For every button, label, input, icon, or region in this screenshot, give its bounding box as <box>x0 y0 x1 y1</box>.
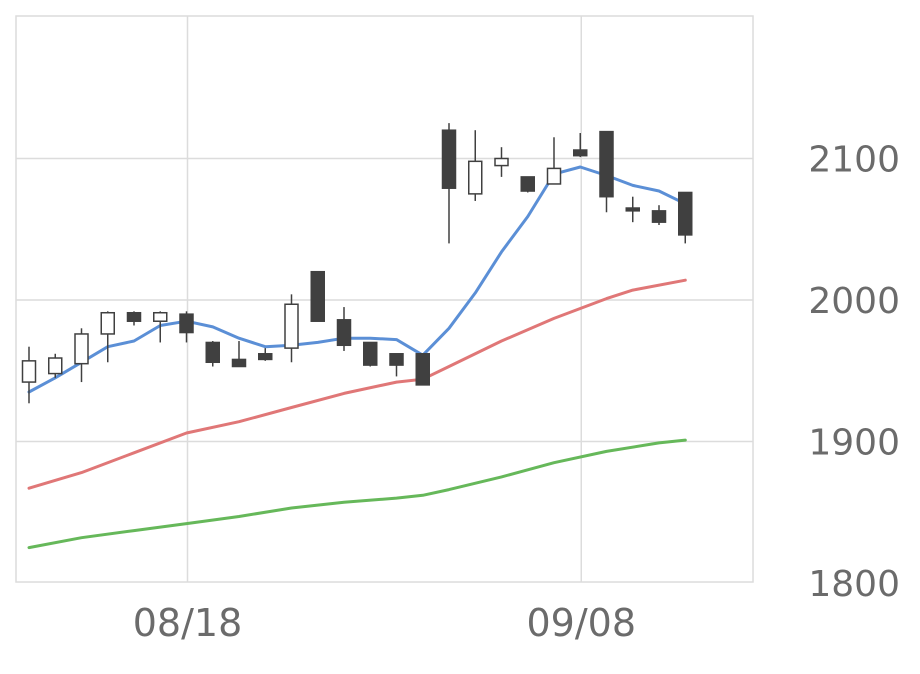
candle-body-up <box>48 357 63 375</box>
candle-18 <box>494 147 509 177</box>
candle-15 <box>415 353 430 386</box>
candle-body-up <box>546 167 562 185</box>
candle-body-down <box>258 353 273 361</box>
candle-body-up <box>284 303 299 349</box>
candle-body-down <box>520 176 535 192</box>
candle-body-down <box>363 341 378 366</box>
candle-body-down <box>573 149 588 157</box>
candle-body-down <box>126 311 142 322</box>
candle-4 <box>126 311 142 326</box>
y-tick-label: 1800 <box>808 564 900 605</box>
candle-body-up <box>21 360 37 383</box>
candle-9 <box>258 348 273 361</box>
series-line-2 <box>27 438 687 550</box>
candle-25 <box>678 191 693 244</box>
candle-6 <box>179 311 194 343</box>
series-line-0 <box>27 165 687 394</box>
candle-body-down <box>310 270 325 322</box>
y-tick-label: 1900 <box>808 423 900 464</box>
grid-layer <box>16 16 753 582</box>
y-axis-ticks: 2100 2000 1900 1800 <box>808 140 900 606</box>
candle-7 <box>205 341 220 367</box>
candle-body-down <box>678 191 693 236</box>
x-axis-ticks: 08/18 09/08 <box>133 601 636 645</box>
candle-3 <box>100 311 115 363</box>
candle-body-down <box>599 130 614 198</box>
y-tick-label: 2000 <box>808 281 900 322</box>
candlesticks <box>21 123 693 404</box>
candle-body-down <box>231 358 247 368</box>
candle-2 <box>74 328 89 383</box>
candle-10 <box>284 294 299 363</box>
candle-12 <box>336 307 352 351</box>
candle-1 <box>48 353 63 378</box>
candle-19 <box>520 176 535 193</box>
candle-20 <box>546 137 562 185</box>
candle-body-down <box>205 341 220 364</box>
candle-body-down <box>625 207 640 212</box>
candle-body-down <box>651 210 667 223</box>
candle-0 <box>21 346 37 404</box>
candle-5 <box>153 311 168 343</box>
plot-frame <box>15 15 754 583</box>
candle-body-up <box>494 157 509 167</box>
candle-body-up <box>468 160 483 195</box>
candle-body-down <box>179 313 194 334</box>
candle-8 <box>231 341 247 368</box>
candle-body-up <box>100 311 115 335</box>
moving-average-lines <box>27 165 687 550</box>
candle-body-down <box>336 319 352 347</box>
x-tick-label: 09/08 <box>526 601 636 645</box>
candle-body-down <box>389 353 404 366</box>
candle-body-up <box>153 311 168 322</box>
candle-22 <box>599 130 614 213</box>
candle-17 <box>468 130 483 201</box>
candle-23 <box>625 196 640 223</box>
candle-16 <box>441 123 457 244</box>
candle-body-up <box>74 333 89 365</box>
y-tick-label: 2100 <box>808 140 900 181</box>
candle-13 <box>363 341 378 367</box>
candle-24 <box>651 205 667 226</box>
x-tick-label: 08/18 <box>133 601 243 645</box>
candle-14 <box>389 353 404 377</box>
candle-body-down <box>415 353 430 386</box>
series-line-1 <box>27 278 687 490</box>
candle-body-down <box>441 129 457 189</box>
candle-11 <box>310 270 325 322</box>
candle-21 <box>573 133 588 158</box>
